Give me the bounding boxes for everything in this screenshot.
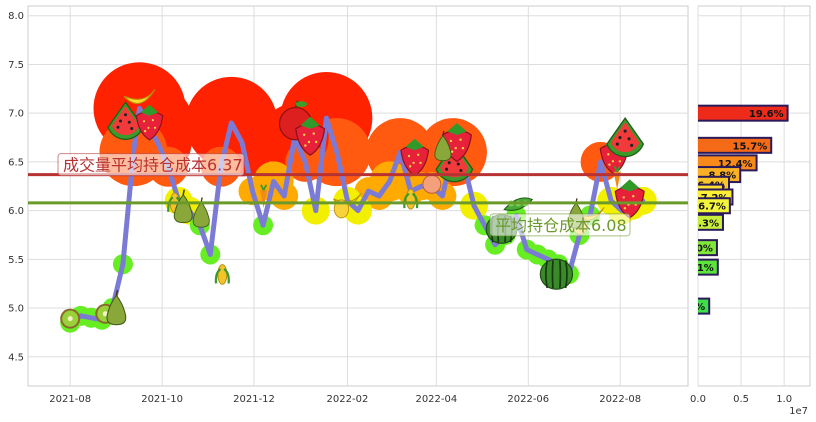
pear-icon <box>192 197 210 228</box>
distribution-bar-label: 2.4% <box>677 302 705 313</box>
distribution-bar <box>698 197 731 215</box>
y-tick-labels: 4.5 5.0 5.5 6.0 6.5 7.0 7.5 8.0 <box>8 11 24 363</box>
distribution-bar-label: 6.7% <box>698 202 726 213</box>
distribution-bar-label: 19.6% <box>749 109 784 120</box>
reference-label-box <box>57 153 245 177</box>
y-tick-label: 5.0 <box>8 304 24 315</box>
y-tick-label: 8.0 <box>8 11 24 22</box>
distribution-bar <box>698 297 711 315</box>
distribution-bar-label: 15.7% <box>733 141 768 152</box>
main-plot: 成交量平均持仓成本6.37 平均持仓成本6.08 4.5 5.0 5.5 6.0 6.5 7… <box>8 5 689 405</box>
side-scale-label: 1e7 <box>789 406 808 417</box>
corn-icon <box>214 264 230 285</box>
x-tick-label: 2021-10 <box>141 394 183 405</box>
banana-icon <box>123 89 156 104</box>
x-tick-label: 2021-12 <box>233 394 275 405</box>
kiwi-icon <box>60 308 81 329</box>
reference-label-box <box>489 213 631 237</box>
side-plot: 19.6%15.7%12.4%8.8%6.4%5.3%7.2%6.7%5.3%4… <box>677 5 811 417</box>
distribution-bar-label: 5.3% <box>691 218 719 229</box>
pear-icon <box>434 130 452 162</box>
watermelon-icon <box>606 116 645 158</box>
distribution-bar <box>698 136 773 154</box>
distribution-bar-label: 4.0% <box>685 244 713 255</box>
reference-label: 平均持仓成本6.08 <box>495 216 627 235</box>
strawberry-icon <box>295 116 326 156</box>
watermelon-icon <box>107 101 144 140</box>
y-tick-label: 4.5 <box>8 352 24 363</box>
peach-icon <box>422 174 442 194</box>
price-line-layer <box>67 105 646 326</box>
distribution-bar <box>698 213 724 231</box>
y-tick-label: 6.5 <box>8 157 24 168</box>
distribution-bar <box>698 258 719 276</box>
lemon-icon <box>333 199 350 219</box>
y-tick-label: 7.5 <box>8 60 24 71</box>
side-x-tick-label: 0.0 <box>690 394 706 405</box>
y-tick-label: 7.0 <box>8 109 24 120</box>
y-tick-label: 6.0 <box>8 206 24 217</box>
x-tick-label: 2022-08 <box>599 394 641 405</box>
distribution-bars: 19.6%15.7%12.4%8.8%6.4%5.3%7.2%6.7%5.3%4… <box>677 104 789 315</box>
x-tick-labels: 2021-08 2021-10 2021-12 2022-02 2022-04 2022-… <box>49 394 641 405</box>
reference-lines: 成交量平均持仓成本6.37 平均持仓成本6.08 <box>28 153 688 237</box>
distribution-bar-label: 4.1% <box>686 263 714 274</box>
carrot-icon <box>260 184 268 209</box>
side-x-tick-label: 1.0 <box>776 394 792 405</box>
pear-icon <box>173 189 193 224</box>
side-x-tick-labels: 0.0 0.5 1.0 <box>690 394 792 405</box>
strawberry-icon <box>400 138 430 177</box>
x-tick-label: 2022-06 <box>507 394 549 405</box>
x-tick-label: 2022-02 <box>327 394 369 405</box>
melon-icon <box>539 258 574 290</box>
carrot-icon <box>613 165 621 190</box>
reference-label: 成交量平均持仓成本6.37 <box>63 156 243 175</box>
x-tick-label: 2022-04 <box>415 394 457 405</box>
distribution-bar-label: 12.4% <box>718 159 753 170</box>
strawberry-icon <box>135 104 164 141</box>
y-tick-label: 5.5 <box>8 255 24 266</box>
distribution-bar <box>698 104 789 122</box>
side-x-tick-label: 0.5 <box>733 394 749 405</box>
x-tick-label: 2021-08 <box>49 394 91 405</box>
distribution-bar <box>698 239 718 257</box>
price-series-line <box>67 105 646 326</box>
pear-icon <box>106 289 127 326</box>
